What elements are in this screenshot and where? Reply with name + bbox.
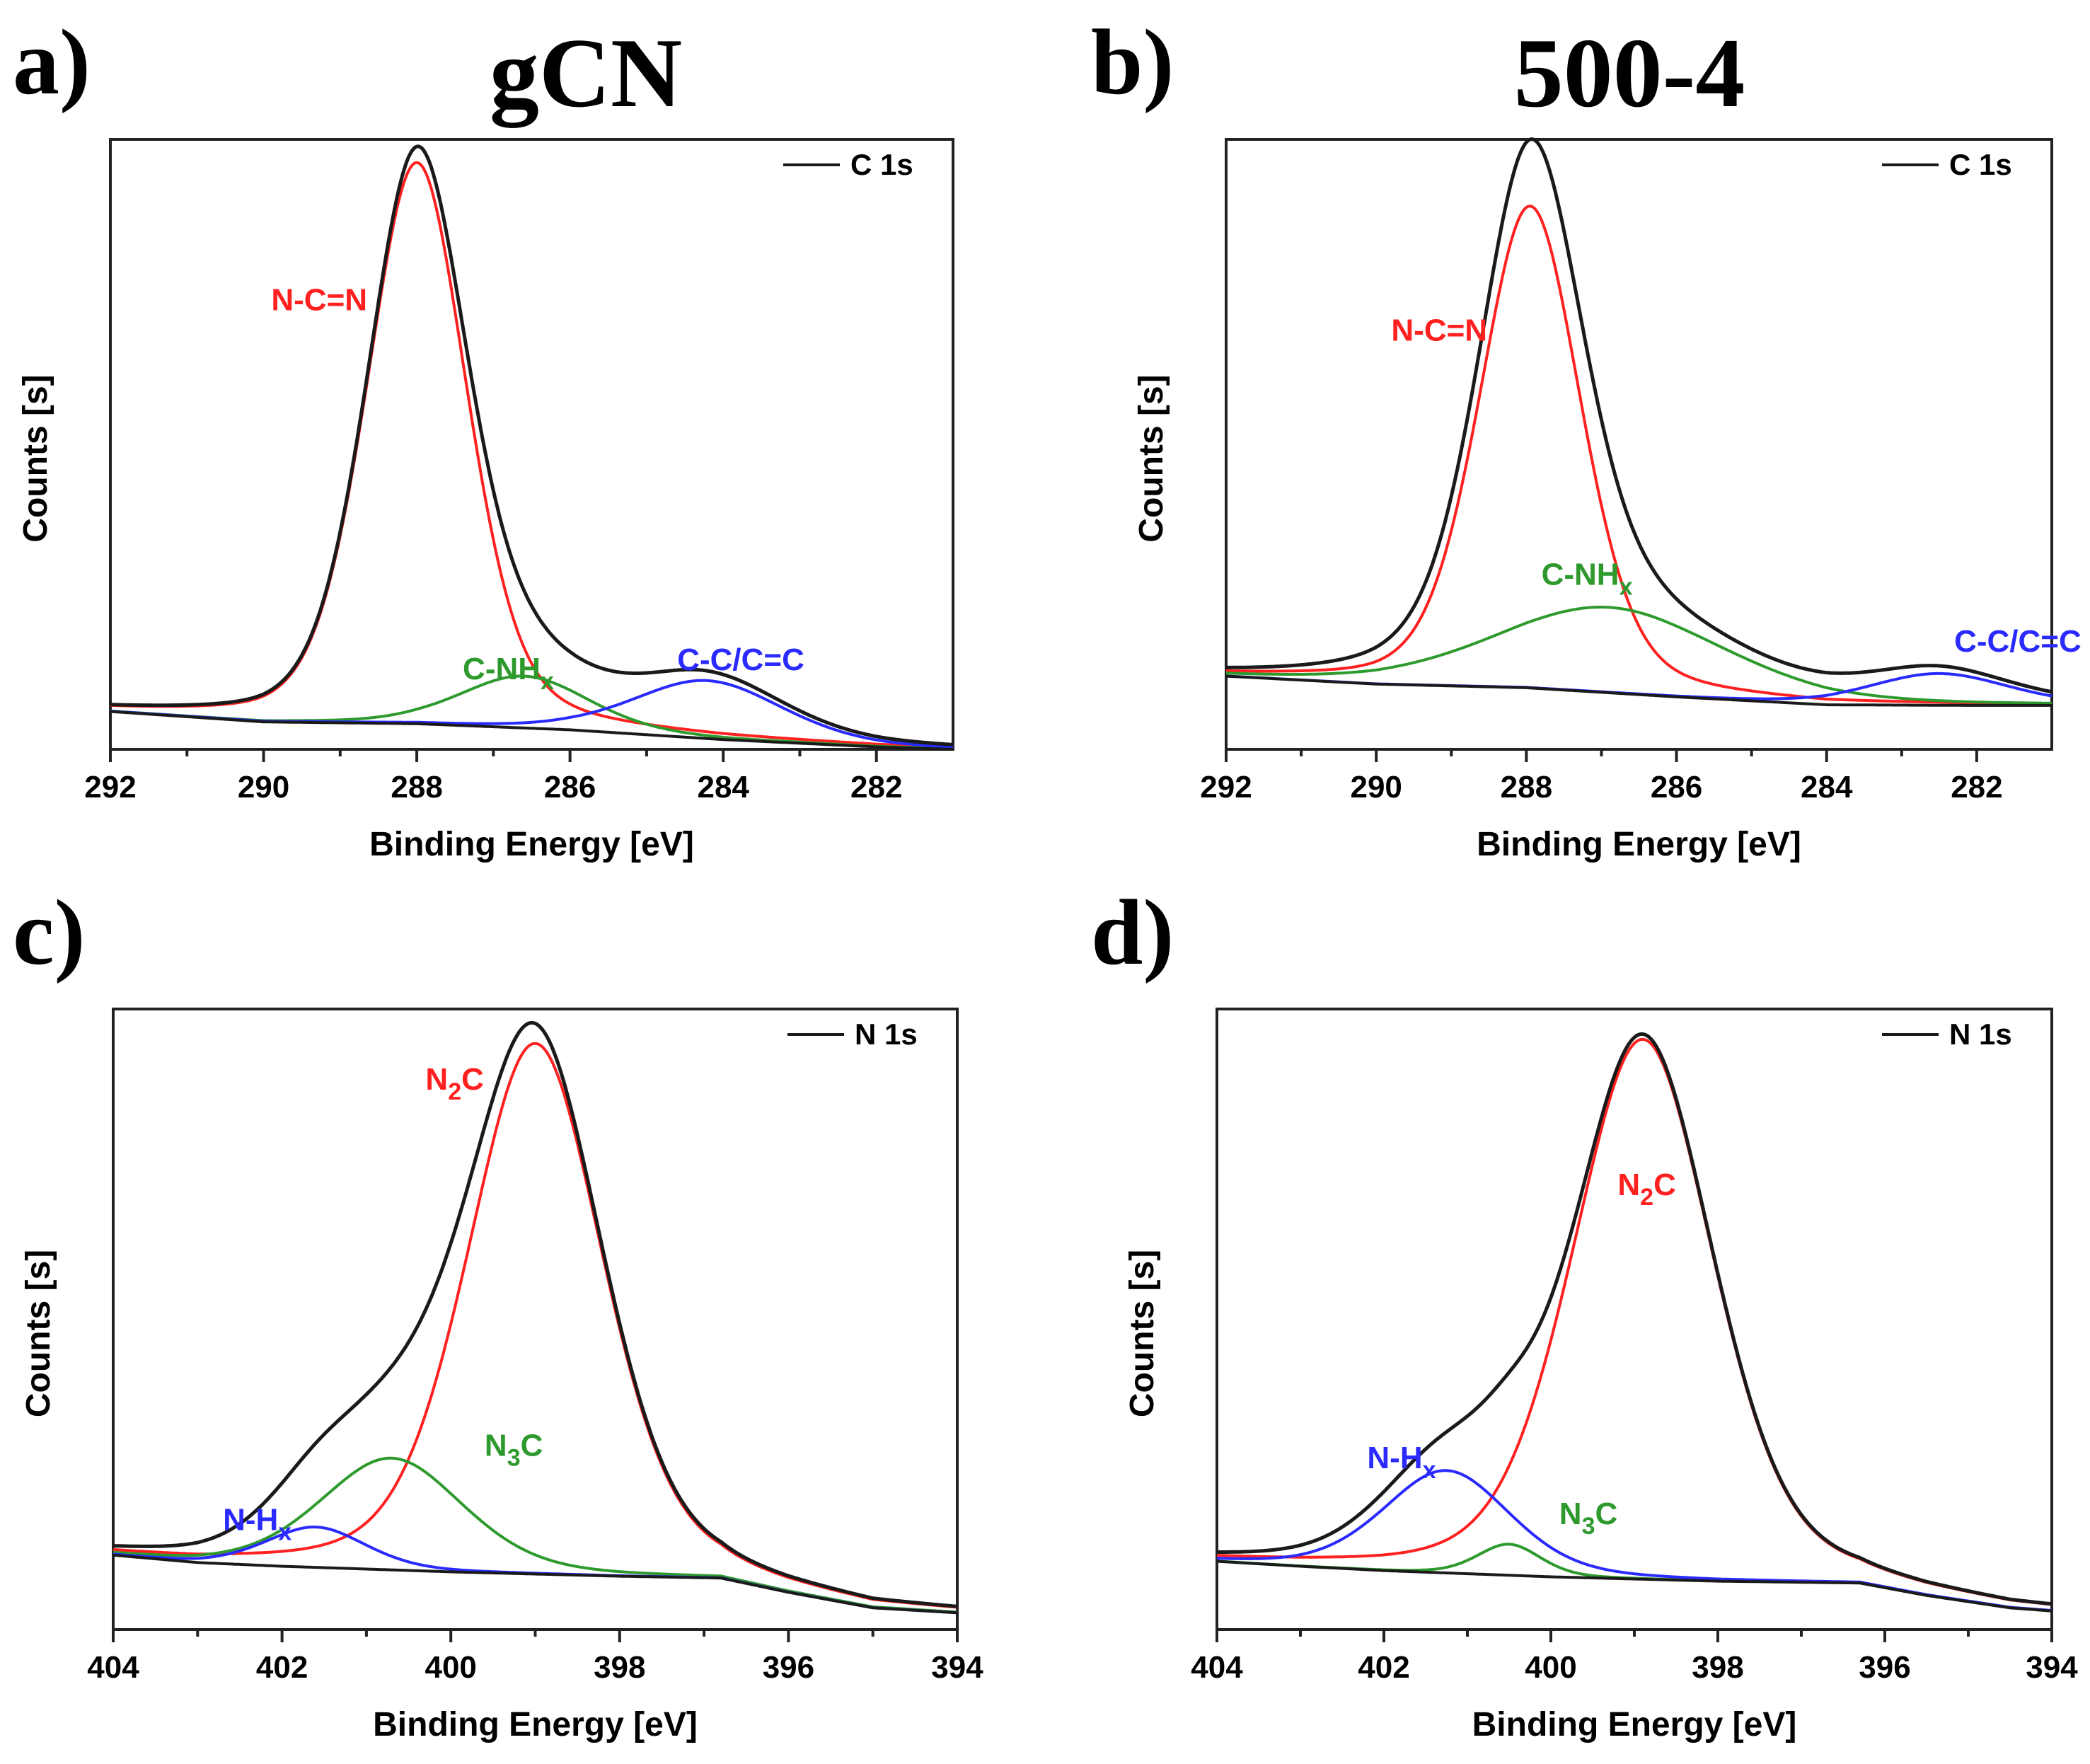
background-curve xyxy=(1216,1560,2053,1613)
peak-label-green: C-NHx xyxy=(1542,557,1633,600)
x-tick-label: 404 xyxy=(87,1650,139,1685)
x-tick-label: 286 xyxy=(544,770,596,805)
x-tick-label: 396 xyxy=(1859,1650,1910,1685)
x-tick-label: 398 xyxy=(1692,1650,1743,1685)
envelope-curve xyxy=(112,1021,958,1608)
plot-frame xyxy=(1225,138,2053,751)
x-tick-label: 292 xyxy=(84,770,136,805)
legend-label: N 1s xyxy=(1949,1018,2012,1051)
x-tick-label: 282 xyxy=(850,770,902,805)
panels: a) 292 290 288 286 284 282 Binding Energy [eV] C… xyxy=(13,10,2082,1743)
x-tick-label: 290 xyxy=(238,770,289,805)
x-tick-label: 282 xyxy=(1951,770,2002,805)
peak-label-red: N-C=N xyxy=(271,282,367,317)
peak-label-red: N2C xyxy=(425,1062,483,1105)
panel-letter: c) xyxy=(13,880,86,984)
y-axis-label: Counts [s] xyxy=(1124,1250,1161,1417)
peak-label-green: N3C xyxy=(485,1428,543,1471)
x-axis-label: Binding Energy [eV] xyxy=(373,1706,698,1743)
component-curve-green xyxy=(110,674,953,751)
legend-label: C 1s xyxy=(1949,148,2012,181)
peak-label-blue: N-Hx xyxy=(1367,1441,1436,1484)
panel-letter: d) xyxy=(1091,880,1174,984)
component-curve-red xyxy=(1217,1037,2053,1606)
component-curve-red xyxy=(1225,204,2053,705)
component-curve-blue xyxy=(110,679,954,749)
peak-label-blue: C-C/C=C xyxy=(677,642,804,677)
x-tick-label: 290 xyxy=(1350,770,1402,805)
envelope-curve xyxy=(1225,137,2053,694)
x-tick-label: 292 xyxy=(1200,770,1252,805)
x-tick-label: 286 xyxy=(1651,770,1702,805)
peak-label-green: N3C xyxy=(1559,1497,1617,1540)
y-axis-label: Counts [s] xyxy=(20,1250,57,1417)
plot-frame xyxy=(109,138,954,751)
x-tick-label: 402 xyxy=(1358,1650,1409,1685)
x-tick-label: 394 xyxy=(2026,1650,2078,1685)
column-title-right: 500-4 xyxy=(1514,18,1745,128)
y-axis-label: Counts [s] xyxy=(1133,374,1170,542)
x-axis-label: Binding Energy [eV] xyxy=(1472,1706,1797,1743)
background-curve xyxy=(112,1553,958,1615)
x-axis-label: Binding Energy [eV] xyxy=(1477,826,1801,863)
peak-label-blue: C-C/C=C xyxy=(1954,624,2082,659)
plot-frame xyxy=(1216,1008,2053,1631)
background-curve xyxy=(1225,674,2053,707)
peak-label-blue: N-Hx xyxy=(223,1503,291,1546)
x-tick-label: 398 xyxy=(594,1650,645,1685)
xps-panel-1: a) 292 290 288 286 284 282 Binding Energy [eV] C… xyxy=(13,10,954,863)
x-tick-label: 288 xyxy=(391,770,442,805)
x-tick-label: 400 xyxy=(425,1650,476,1685)
x-tick-label: 400 xyxy=(1525,1650,1576,1685)
x-tick-label: 284 xyxy=(697,770,749,805)
xps-panel-4: d) 404 402 400 398 396 394 Binding Energy [eV] C… xyxy=(1091,880,2078,1743)
x-tick-label: 396 xyxy=(763,1650,814,1685)
x-tick-label: 284 xyxy=(1801,770,1853,805)
panel-letter: a) xyxy=(13,10,91,114)
x-tick-label: 404 xyxy=(1191,1650,1243,1685)
y-axis-label: Counts [s] xyxy=(17,374,54,542)
panel-letter: b) xyxy=(1091,10,1174,114)
envelope-curve xyxy=(110,144,954,746)
x-tick-label: 288 xyxy=(1501,770,1552,805)
peak-label-red: N2C xyxy=(1617,1168,1675,1211)
xps-panel-3: c) 404 402 400 398 396 394 Binding Energy [eV] C… xyxy=(13,880,983,1743)
envelope-curve xyxy=(1216,1032,2053,1606)
peak-label-green: C-NHx xyxy=(463,652,554,695)
background-curve xyxy=(110,710,954,751)
component-curve-blue xyxy=(1217,1469,2053,1612)
legend-label: N 1s xyxy=(855,1018,918,1051)
x-tick-label: 394 xyxy=(931,1650,983,1685)
component-curve-green xyxy=(1225,606,2053,705)
xps-panel-2: b) 292 290 288 286 284 282 Binding Energy [eV] C… xyxy=(1091,10,2082,863)
x-tick-label: 402 xyxy=(256,1650,308,1685)
legend-label: C 1s xyxy=(850,148,913,181)
peak-label-red: N-C=N xyxy=(1391,313,1487,347)
x-axis-label: Binding Energy [eV] xyxy=(369,826,694,863)
column-title-left: gCN xyxy=(490,18,682,128)
